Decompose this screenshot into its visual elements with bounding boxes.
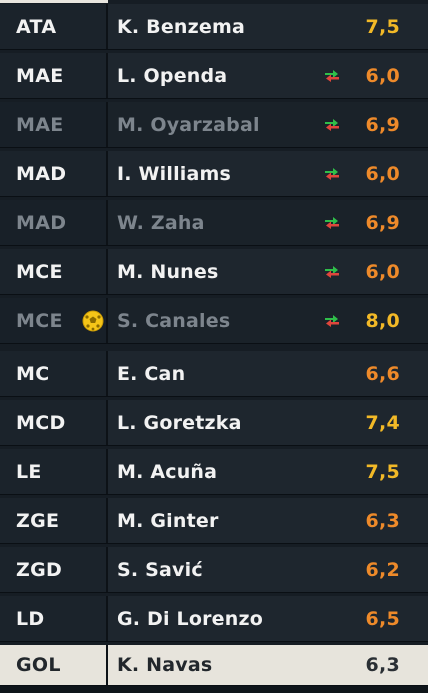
position-cell bbox=[0, 547, 108, 592]
player-rating: 6,9 bbox=[365, 113, 400, 136]
position-cell bbox=[0, 645, 108, 685]
player-row[interactable]: MAE M. Oyarzabal 6,9 bbox=[0, 102, 428, 148]
player-rating: 6,2 bbox=[365, 558, 400, 581]
player-name: S. Savić bbox=[117, 558, 203, 581]
name-cell bbox=[108, 547, 428, 592]
player-rating: 7,5 bbox=[365, 460, 400, 483]
position-cell bbox=[0, 449, 108, 494]
header-strip bbox=[0, 0, 108, 3]
position-cell bbox=[0, 151, 108, 196]
player-name: S. Canales bbox=[117, 309, 231, 332]
name-cell bbox=[108, 200, 428, 245]
player-rating: 6,3 bbox=[365, 509, 400, 532]
player-position: ZGD bbox=[16, 558, 63, 581]
substitution-icon bbox=[325, 265, 339, 278]
player-row[interactable]: MAD I. Williams 6,0 bbox=[0, 151, 428, 197]
player-rating: 6,0 bbox=[365, 64, 400, 87]
player-row[interactable]: LE M. Acuña 7,5 bbox=[0, 449, 428, 495]
player-position: MAD bbox=[16, 162, 67, 185]
name-cell bbox=[108, 4, 428, 49]
player-position: LE bbox=[16, 460, 42, 483]
player-name: K. Benzema bbox=[117, 15, 246, 38]
player-rating: 6,0 bbox=[365, 260, 400, 283]
player-row[interactable]: MAD W. Zaha 6,9 bbox=[0, 200, 428, 246]
player-row[interactable]: MCE M. Nunes 6,0 bbox=[0, 249, 428, 295]
substitution-icon bbox=[325, 216, 339, 229]
player-position: LD bbox=[16, 607, 45, 630]
substitution-icon bbox=[325, 69, 339, 82]
goal-ball-icon bbox=[82, 310, 104, 331]
name-cell bbox=[108, 102, 428, 147]
position-cell bbox=[0, 53, 108, 98]
player-rating: 6,5 bbox=[365, 607, 400, 630]
position-cell bbox=[0, 4, 108, 49]
substitution-icon bbox=[325, 118, 339, 131]
player-row[interactable]: MCE S. Canales 8,0 bbox=[0, 298, 428, 344]
player-name: W. Zaha bbox=[117, 211, 205, 234]
player-name: E. Can bbox=[117, 362, 186, 385]
player-name: I. Williams bbox=[117, 162, 232, 185]
position-cell bbox=[0, 249, 108, 294]
player-position: GOL bbox=[16, 654, 61, 676]
name-cell bbox=[108, 249, 428, 294]
player-position: MCE bbox=[16, 309, 63, 332]
player-rating: 6,3 bbox=[365, 654, 400, 676]
player-row[interactable]: MAE L. Openda 6,0 bbox=[0, 53, 428, 99]
player-rating: 7,4 bbox=[365, 411, 400, 434]
name-cell bbox=[108, 351, 428, 396]
name-cell bbox=[108, 449, 428, 494]
player-name: K. Navas bbox=[117, 654, 213, 676]
player-row[interactable]: MC E. Can 6,6 bbox=[0, 351, 428, 397]
player-name: M. Nunes bbox=[117, 260, 219, 283]
player-position: MAE bbox=[16, 113, 64, 136]
player-row[interactable]: ZGE M. Ginter 6,3 bbox=[0, 498, 428, 544]
player-row[interactable]: MCD L. Goretzka 7,4 bbox=[0, 400, 428, 446]
substitution-icon bbox=[325, 314, 339, 327]
name-cell bbox=[108, 645, 428, 685]
player-name: M. Acuña bbox=[117, 460, 218, 483]
player-rating: 6,9 bbox=[365, 211, 400, 234]
player-position: MC bbox=[16, 362, 50, 385]
name-cell bbox=[108, 151, 428, 196]
position-cell bbox=[0, 200, 108, 245]
player-name: M. Ginter bbox=[117, 509, 219, 532]
player-name: M. Oyarzabal bbox=[117, 113, 260, 136]
player-rating: 7,5 bbox=[365, 15, 400, 38]
bottom-edge bbox=[0, 686, 428, 693]
player-rating: 6,0 bbox=[365, 162, 400, 185]
player-row-selected[interactable]: GOL K. Navas 6,3 bbox=[0, 645, 428, 686]
position-cell bbox=[0, 400, 108, 445]
name-cell bbox=[108, 298, 428, 343]
name-cell bbox=[108, 53, 428, 98]
position-cell bbox=[0, 498, 108, 543]
player-position: ZGE bbox=[16, 509, 60, 532]
player-position: MAE bbox=[16, 64, 64, 87]
player-name: G. Di Lorenzo bbox=[117, 607, 263, 630]
position-cell bbox=[0, 351, 108, 396]
substitution-icon bbox=[325, 167, 339, 180]
player-name: L. Goretzka bbox=[117, 411, 242, 434]
name-cell bbox=[108, 400, 428, 445]
position-cell bbox=[0, 102, 108, 147]
position-cell bbox=[0, 298, 108, 343]
player-row[interactable]: LD G. Di Lorenzo 6,5 bbox=[0, 596, 428, 642]
player-position: MAD bbox=[16, 211, 67, 234]
player-position: MCE bbox=[16, 260, 63, 283]
name-cell bbox=[108, 596, 428, 641]
player-name: L. Openda bbox=[117, 64, 228, 87]
player-rating: 8,0 bbox=[365, 309, 400, 332]
player-position: MCD bbox=[16, 411, 66, 434]
player-rating: 6,6 bbox=[365, 362, 400, 385]
position-cell bbox=[0, 596, 108, 641]
player-row[interactable]: ATA K. Benzema 7,5 bbox=[0, 4, 428, 50]
player-position: ATA bbox=[16, 15, 57, 38]
name-cell bbox=[108, 498, 428, 543]
player-row[interactable]: ZGD S. Savić 6,2 bbox=[0, 547, 428, 593]
